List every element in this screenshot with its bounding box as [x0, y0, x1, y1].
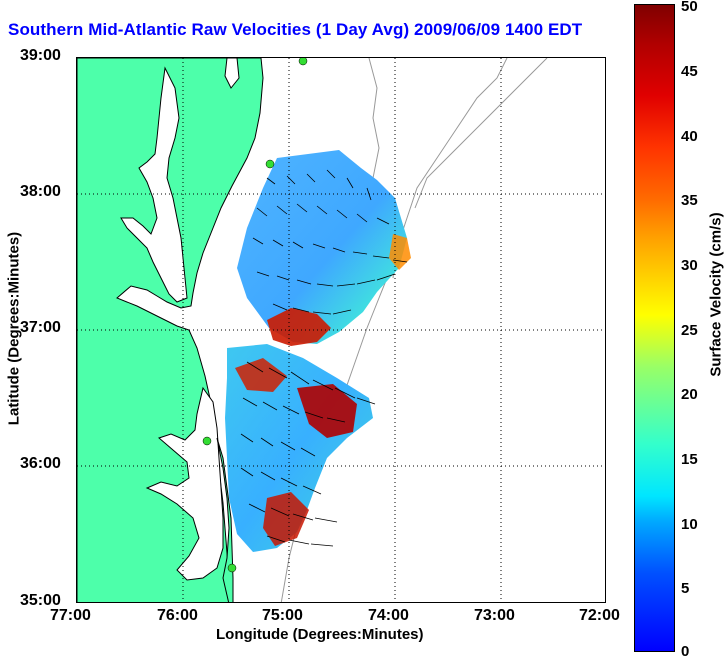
- colorbar-tick-label: 30: [681, 257, 698, 274]
- y-tick-label: 37:00: [20, 319, 61, 337]
- isobath-contour: [393, 58, 507, 278]
- y-axis-title: Latitude (Degrees:Minutes): [6, 219, 23, 439]
- colorbar-tick-label: 10: [681, 516, 698, 533]
- colorbar: [634, 4, 675, 652]
- radar-station-marker: [266, 160, 274, 168]
- x-tick-label: 77:00: [50, 607, 91, 625]
- radar-station-marker: [299, 58, 307, 65]
- x-tick-label: 74:00: [368, 607, 409, 625]
- colorbar-tick-label: 40: [681, 128, 698, 145]
- map-title: Southern Mid-Atlantic Raw Velocities (1 …: [8, 20, 582, 40]
- x-tick-label: 73:00: [474, 607, 515, 625]
- map-canvas: [77, 58, 606, 603]
- colorbar-tick-label: 45: [681, 63, 698, 80]
- colorbar-tick-label: 20: [681, 386, 698, 403]
- y-tick-label: 39:00: [20, 47, 61, 65]
- radar-station-marker: [203, 437, 211, 445]
- x-tick-label: 75:00: [262, 607, 303, 625]
- colorbar-tick-label: 0: [681, 643, 689, 660]
- y-tick-label: 38:00: [20, 183, 61, 201]
- map-plot-area: [76, 57, 606, 603]
- x-tick-label: 76:00: [157, 607, 198, 625]
- radar-station-marker: [228, 564, 236, 572]
- colorbar-tick-label: 50: [681, 0, 698, 15]
- y-tick-label: 36:00: [20, 455, 61, 473]
- x-axis-title: Longitude (Degrees:Minutes): [216, 626, 424, 643]
- colorbar-tick-label: 15: [681, 451, 698, 468]
- isobath-contour: [415, 58, 547, 208]
- x-tick-label: 72:00: [579, 607, 620, 625]
- colorbar-tick-label: 5: [681, 580, 689, 597]
- colorbar-tick-label: 25: [681, 322, 698, 339]
- colorbar-title: Surface Velocity (cm/s): [708, 195, 724, 395]
- colorbar-tick-label: 35: [681, 192, 698, 209]
